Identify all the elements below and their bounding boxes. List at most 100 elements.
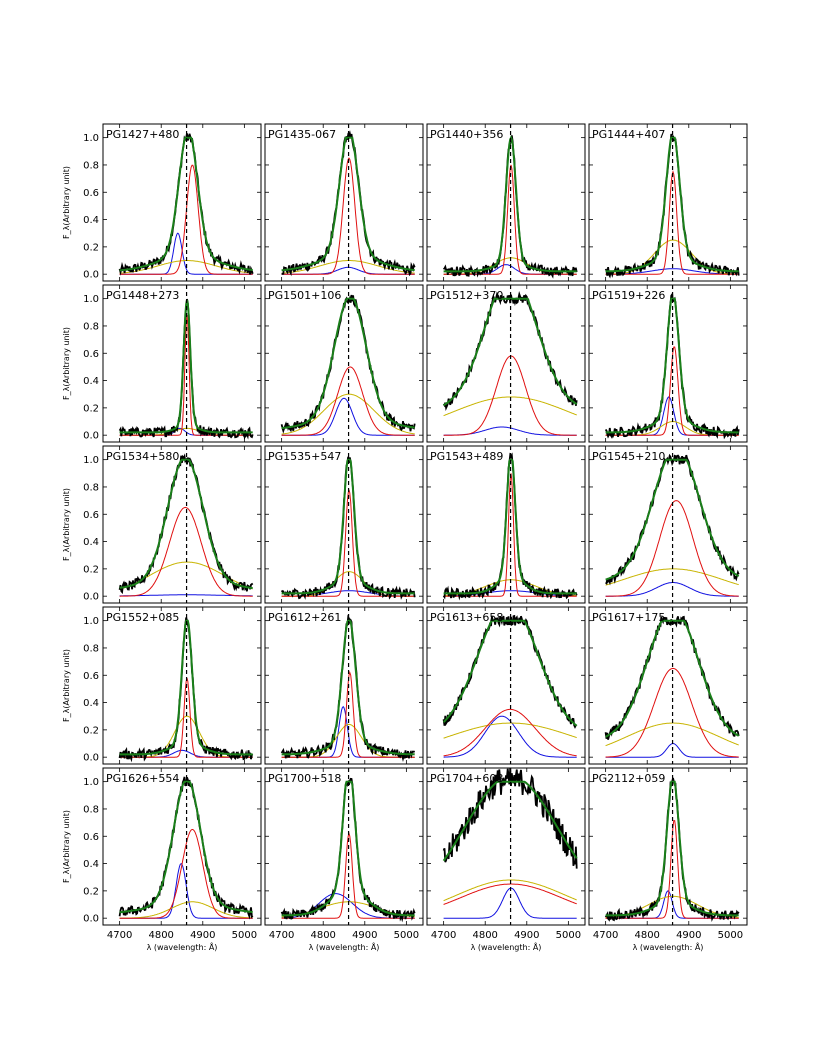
y-tick-label: 0.2	[83, 886, 99, 897]
total-fit-line	[605, 458, 740, 581]
panel-frame	[588, 445, 748, 604]
total-fit-line	[281, 136, 415, 272]
panel-title: PG1552+085	[106, 611, 179, 624]
total-fit-line	[443, 458, 577, 595]
x-tick-label: 4800	[634, 930, 659, 941]
panel-title: PG1448+273	[106, 289, 179, 302]
panel-frame	[588, 767, 748, 926]
panel-pg1700+518: PG1700+518 4700 4800 4900 5000 λ (wavelength:…	[264, 767, 424, 952]
total-fit-line	[281, 619, 415, 756]
x-tick-label: 4700	[269, 930, 294, 941]
panel-pg1617+175: PG1617+175	[588, 606, 748, 765]
panel-title: PG1545+210	[592, 450, 665, 463]
panel-pg1448+273: PG1448+273 0.0 0.2 0.4 0.6 0.8 1.0 F_λ(Arbitrar…	[62, 284, 262, 443]
total-fit-line	[443, 297, 578, 407]
x-tick-label: 5000	[232, 930, 257, 941]
y-tick-label: 0.8	[83, 804, 99, 815]
panel-frame	[426, 767, 586, 926]
y-tick-label: 0.4	[83, 859, 99, 870]
panel-pg1440+356: PG1440+356	[426, 123, 586, 282]
panel-title: PG1617+175	[592, 611, 665, 624]
y-tick-label: 0.8	[83, 482, 99, 493]
y-tick-label: 1.0	[83, 133, 99, 144]
panel-frame	[102, 123, 262, 282]
panel-title: PG1427+480	[106, 128, 179, 141]
narrow-component-line	[119, 164, 253, 275]
panel-pg1543+489: PG1543+489	[426, 445, 586, 604]
broad-component-line	[605, 239, 739, 275]
panel-frame	[588, 123, 748, 282]
panel-title: PG1519+226	[592, 289, 665, 302]
panel-frame	[102, 284, 262, 443]
y-tick-label: 0.8	[83, 160, 99, 171]
broad-component-line	[281, 393, 415, 435]
panel-pg1427+480: PG1427+480 0.0 0.2 0.4 0.6 0.8 1.0 F_λ(Arbitrar…	[62, 123, 262, 282]
narrow-component-line	[443, 355, 577, 436]
panel-pg1512+370: PG1512+370	[426, 284, 586, 443]
panel-frame	[426, 445, 586, 604]
panel-frame	[426, 284, 586, 443]
panel-title: PG1435-067	[268, 128, 336, 141]
y-tick-label: 0.2	[83, 564, 99, 575]
narrow-component-line	[281, 670, 415, 758]
panel-title: PG1700+518	[268, 772, 341, 785]
y-tick-label: 0.6	[83, 510, 99, 521]
x-tick-label: 5000	[556, 930, 581, 941]
y-tick-label: 0.2	[83, 242, 99, 253]
panel-frame	[264, 284, 424, 443]
narrow-component-line	[281, 366, 415, 436]
panel-title: PG1440+356	[430, 128, 503, 141]
panel-pg1626+554: PG1626+554 0.0 0.2 0.4 0.6 0.8 1.0 F_λ(Arbitrar…	[62, 767, 262, 952]
plot-area	[118, 133, 254, 276]
total-fit-line	[281, 297, 415, 430]
y-tick-label: 0.0	[83, 270, 99, 281]
x-tick-label: 4900	[190, 930, 215, 941]
panel-frame	[588, 284, 748, 443]
y-tick-label: 0.8	[83, 643, 99, 654]
narrow-component-line	[119, 314, 253, 436]
total-fit-line	[605, 780, 739, 917]
panel-title: PG1704+608	[430, 772, 503, 785]
total-fit-line	[119, 458, 253, 590]
y-axis-label: F_λ(Arbitrary unit)	[62, 166, 71, 239]
narrow-component-line	[119, 829, 253, 919]
y-tick-label: 0.6	[83, 832, 99, 843]
y-tick-label: 0.0	[83, 592, 99, 603]
panel-title: PG1501+106	[268, 289, 341, 302]
x-axis-label: λ (wavelength: Å)	[309, 941, 380, 952]
y-tick-label: 1.0	[83, 616, 99, 627]
y-tick-label: 0.4	[83, 376, 99, 387]
narrow-component-line	[119, 677, 253, 758]
y-tick-label: 1.0	[83, 455, 99, 466]
panel-pg1534+580: PG1534+580 0.0 0.2 0.4 0.6 0.8 1.0 F_λ(Arbitrar…	[62, 445, 262, 604]
panel-title: PG1612+261	[268, 611, 341, 624]
panel-pg1535+547: PG1535+547	[264, 445, 424, 604]
y-tick-label: 0.8	[83, 321, 99, 332]
y-tick-label: 1.0	[83, 294, 99, 305]
panel-frame	[588, 606, 748, 765]
y-tick-label: 1.0	[83, 777, 99, 788]
total-fit-line	[119, 780, 253, 914]
panel-title: PG1444+407	[592, 128, 665, 141]
panel-frame	[102, 606, 262, 765]
x-tick-label: 4900	[352, 930, 377, 941]
x-tick-label: 4800	[310, 930, 335, 941]
narrow-component-line	[281, 831, 415, 919]
plot-area	[118, 298, 254, 440]
x-axis-label: λ (wavelength: Å)	[633, 941, 704, 952]
total-fit-line	[281, 780, 415, 917]
narrow-component-line	[443, 708, 577, 757]
x-tick-label: 4800	[148, 930, 173, 941]
panel-frame	[264, 767, 424, 926]
observed-spectrum-line	[442, 290, 578, 412]
panel-pg1519+226: PG1519+226	[588, 284, 748, 443]
x-axis-label: λ (wavelength: Å)	[471, 941, 542, 952]
x-tick-label: 4700	[431, 930, 456, 941]
panel-pg1552+085: PG1552+085 0.0 0.2 0.4 0.6 0.8 1.0 F_λ(Arbitrar…	[62, 606, 262, 765]
y-tick-label: 0.6	[83, 349, 99, 360]
x-tick-label: 4800	[472, 930, 497, 941]
y-tick-label: 0.2	[83, 403, 99, 414]
x-axis-label: λ (wavelength: Å)	[147, 941, 218, 952]
panel-pg1612+261: PG1612+261	[264, 606, 424, 765]
